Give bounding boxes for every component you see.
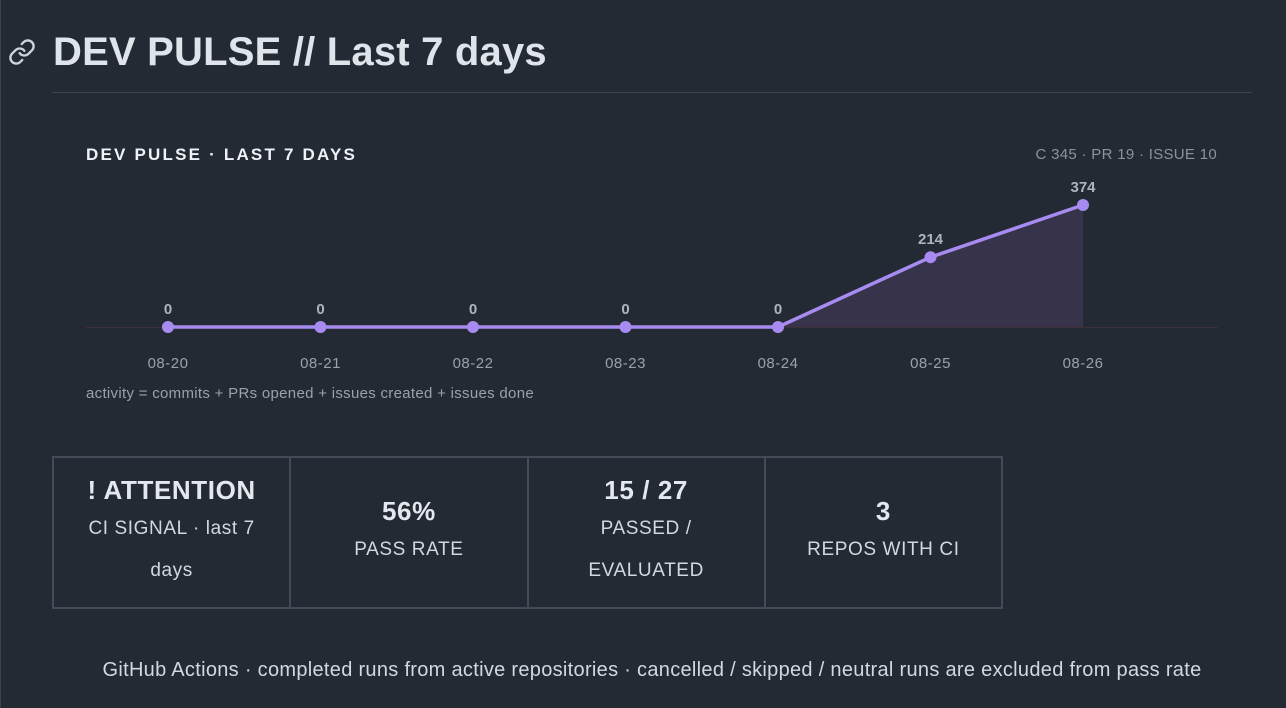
chart-x-tick-label: 08-26 xyxy=(1063,355,1104,372)
chart-point xyxy=(467,321,479,333)
kpi-value: 56% xyxy=(381,495,436,526)
chart-point xyxy=(314,321,327,333)
chart-summary: C 345 · PR 19 · ISSUE 10 xyxy=(1035,146,1217,163)
chart-data-label: 0 xyxy=(621,301,629,318)
kpi-cell-ci-signal: ! ATTENTION CI SIGNAL · last 7 days xyxy=(54,458,292,607)
kpi-cell-passed-evaluated: 15 / 27 PASSED / EVALUATED xyxy=(529,458,766,607)
header-divider xyxy=(52,92,1252,93)
page-title: DEV PULSE // Last 7 days xyxy=(53,30,547,74)
chart-point xyxy=(924,251,937,264)
kpi-label: PASS RATE xyxy=(354,538,464,560)
chart-data-label: 0 xyxy=(469,301,477,318)
chart-point xyxy=(619,321,632,333)
chart-point xyxy=(772,321,784,333)
chart-data-label: 0 xyxy=(316,301,324,318)
chart-x-tick-label: 08-20 xyxy=(148,355,189,372)
footer-note: GitHub Actions · completed runs from act… xyxy=(102,659,1202,681)
kpi-cell-pass-rate: 56% PASS RATE xyxy=(291,458,529,607)
kpi-cell-repos-with-ci: 3 REPOS WITH CI xyxy=(766,458,1001,607)
link-icon[interactable] xyxy=(7,37,37,67)
page-header: DEV PULSE // Last 7 days xyxy=(7,28,547,76)
chart-x-tick-label: 08-22 xyxy=(453,355,494,372)
chart-data-label: 0 xyxy=(774,301,782,318)
chart-data-label: 214 xyxy=(918,231,944,248)
chart-point xyxy=(162,321,174,333)
chart-x-tick-label: 08-21 xyxy=(300,355,341,372)
chart-x-tick-label: 08-25 xyxy=(910,355,951,372)
chart-title: DEV PULSE · LAST 7 DAYS xyxy=(86,145,358,164)
chart-x-tick-label: 08-23 xyxy=(605,355,646,372)
chart-point xyxy=(1077,199,1089,211)
chart-data-label: 0 xyxy=(164,301,172,318)
activity-chart: 0 08-20 0 08-21 0 08-22 0 08-23 0 08-24 214 08-25 37… xyxy=(86,179,1218,372)
kpi-value: 15 / 27 xyxy=(604,474,688,505)
chart-data-label: 374 xyxy=(1070,179,1096,196)
chart-note: activity = commits + PRs opened + issues… xyxy=(86,385,534,402)
kpi-value: ! ATTENTION xyxy=(87,474,256,505)
kpi-label: PASSED / EVALUATED xyxy=(588,517,704,581)
kpi-label: REPOS WITH CI xyxy=(807,538,960,560)
ci-kpi-table: ! ATTENTION CI SIGNAL · last 7 days 56% … xyxy=(52,456,1003,609)
kpi-label: CI SIGNAL · last 7 days xyxy=(88,517,255,581)
chart-area xyxy=(168,205,1083,327)
kpi-value: 3 xyxy=(875,495,891,526)
chart-x-tick-label: 08-24 xyxy=(758,355,799,372)
